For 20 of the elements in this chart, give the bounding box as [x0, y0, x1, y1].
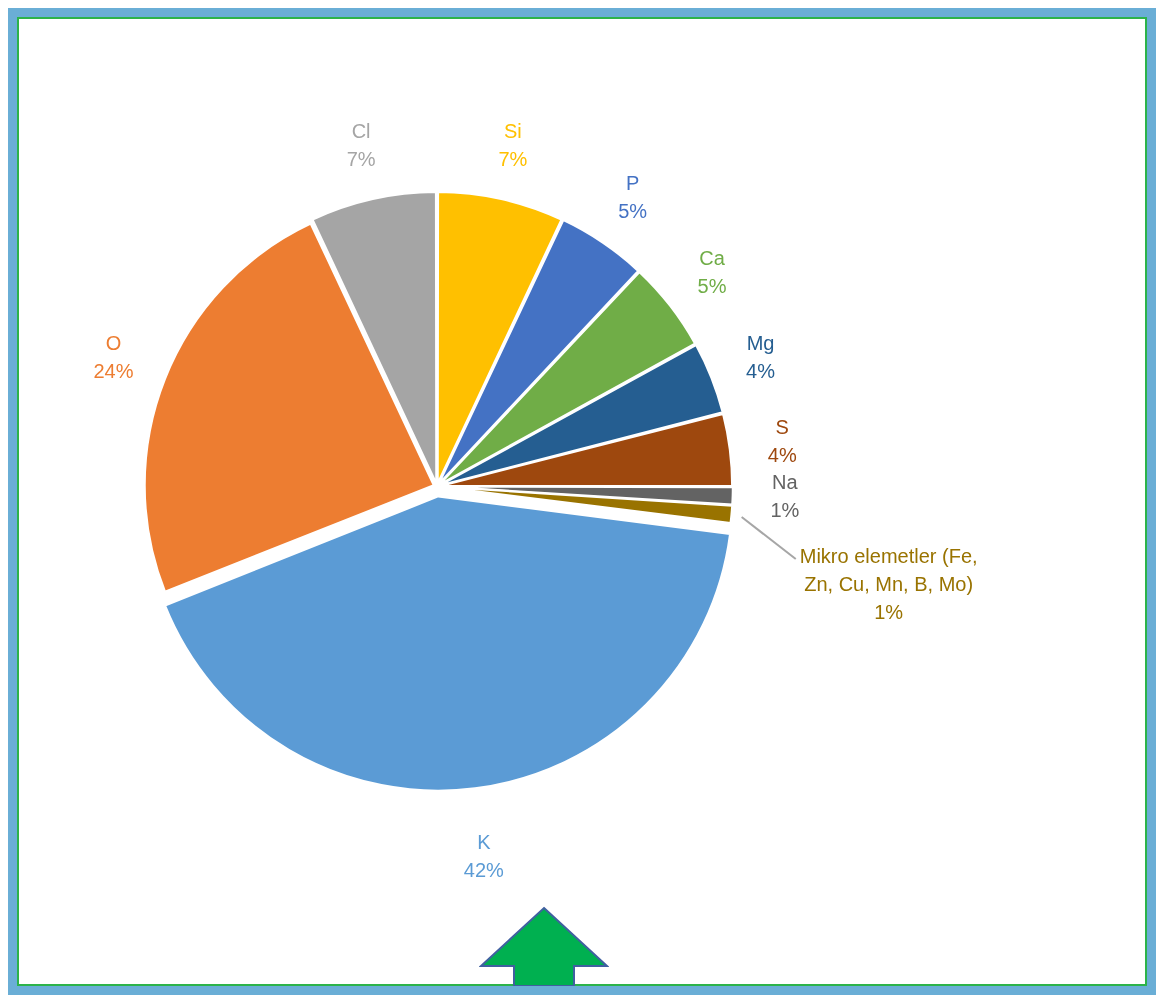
slice-label: Si [504, 120, 522, 143]
data-label: 7% [346, 148, 376, 171]
data-label: 1% [874, 600, 904, 623]
data-label: 42% [463, 859, 505, 882]
data-label: 1% [770, 498, 800, 521]
slice-label: P [625, 172, 640, 195]
slice-label: Mg [746, 331, 775, 354]
data-label: 5% [618, 200, 648, 223]
slice-label: K [477, 831, 492, 854]
data-label: 4% [746, 359, 776, 382]
slice-label: Cl [351, 120, 371, 143]
slice-label: S [775, 416, 789, 439]
slice-label: Mikro elemetler (Fe, Zn, Cu, Mn, B, Mo) [799, 544, 978, 595]
slice-label: Na [772, 470, 799, 493]
data-label: 7% [498, 148, 528, 171]
slice-label: O [105, 331, 122, 354]
data-label: 5% [697, 274, 727, 297]
slice-label: Ca [699, 246, 726, 269]
data-label: 4% [767, 444, 797, 467]
data-label: 24% [93, 359, 134, 382]
